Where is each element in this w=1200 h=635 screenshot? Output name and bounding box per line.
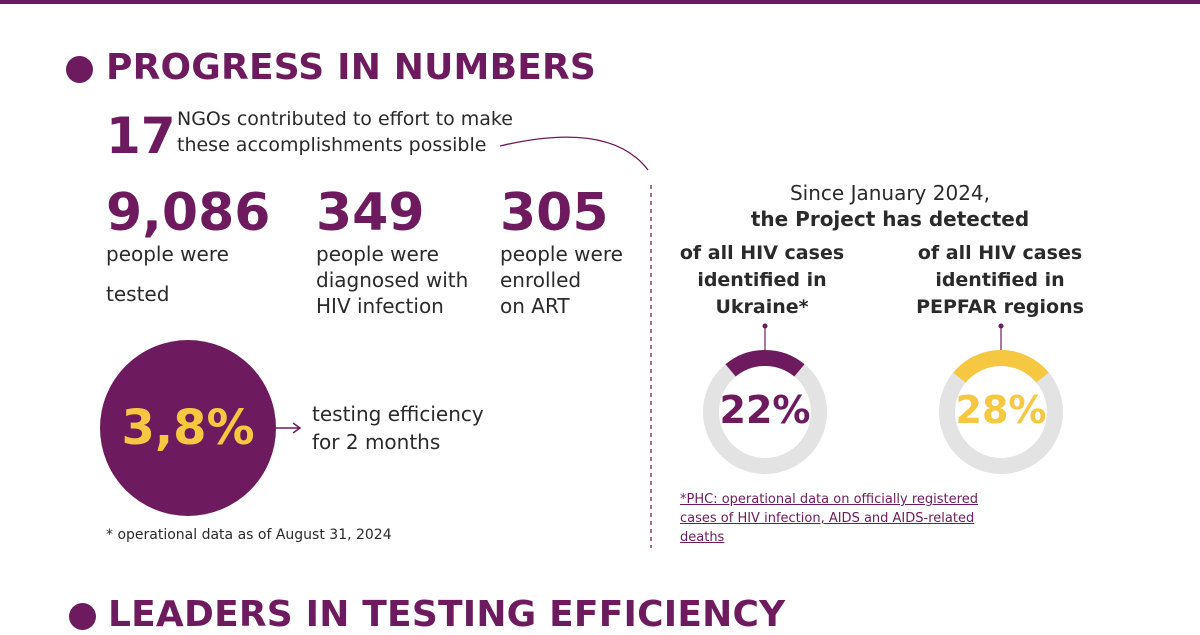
pepfar-label-line2: identified in [935, 269, 1065, 291]
efficiency-line1: testing efficiency [312, 402, 484, 426]
ukraine-label: of all HIV cases identified in Ukraine* [672, 240, 852, 321]
pepfar-donut-value: 28% [955, 388, 1047, 432]
phc-note-line3: deaths [680, 530, 725, 545]
phc-note-line1: *PHC: operational data on officially reg… [680, 492, 978, 507]
phc-note: *PHC: operational data on officially reg… [680, 490, 978, 547]
stat-enrolled-line3: on ART [500, 294, 570, 318]
section-heading-leaders: LEADERS IN TESTING EFFICIENCY [108, 594, 786, 635]
efficiency-line2: for 2 months [312, 430, 441, 454]
top-border [0, 0, 1200, 4]
ukraine-label-line1: of all HIV cases [679, 242, 845, 264]
since-line2: the Project has detected [750, 207, 1030, 231]
ukraine-pointer-dot [762, 323, 768, 329]
operational-footnote: * operational data as of August 31, 2024 [106, 527, 392, 543]
ngo-text-line2: these accomplishments possible [177, 134, 487, 156]
pepfar-label-line3: PEPFAR regions [916, 296, 1084, 318]
stat-diagnosed-line2: diagnosed with [316, 268, 469, 292]
stat-enrolled-line1: people were [500, 242, 623, 266]
ngo-count: 17 [106, 107, 176, 165]
pepfar-label-line1: of all HIV cases [917, 242, 1083, 264]
ukraine-label-line2: identified in [697, 269, 827, 291]
section-heading-progress: PROGRESS IN NUMBERS [106, 47, 597, 88]
stat-tested-number: 9,086 [106, 183, 271, 243]
efficiency-arrow [276, 422, 302, 434]
stat-tested-line2: tested [106, 282, 170, 306]
ukraine-label-line3: Ukraine* [715, 296, 809, 318]
ukraine-donut-arc [725, 350, 805, 377]
stat-diagnosed-line1: people were [316, 242, 439, 266]
stat-diagnosed: 349 people were diagnosed with HIV infec… [316, 187, 468, 319]
stat-diagnosed-line3: HIV infection [316, 294, 444, 318]
section-bullet-icon [69, 603, 96, 630]
since-line1: Since January 2024, [789, 181, 991, 205]
connector-curve-path [499, 136, 649, 171]
since-text: Since January 2024, the Project has dete… [700, 180, 1080, 232]
stat-tested: 9,086 people were tested [106, 187, 270, 307]
phc-note-line2: cases of HIV infection, AIDS and AIDS-re… [680, 511, 975, 526]
pepfar-pointer-dot [998, 323, 1004, 329]
efficiency-circle: 3,8% [100, 340, 276, 516]
ukraine-donut-value: 22% [719, 388, 811, 432]
stat-tested-line1: people were [106, 242, 229, 266]
stat-enrolled-number: 305 [500, 183, 609, 243]
pepfar-label: of all HIV cases identified in PEPFAR re… [900, 240, 1100, 321]
stat-diagnosed-number: 349 [316, 183, 425, 243]
stat-enrolled-line2: enrolled [500, 268, 582, 292]
ngo-text-line1: NGOs contributed to effort to make [177, 108, 513, 130]
pepfar-donut-arc [953, 350, 1049, 383]
efficiency-text: testing efficiency for 2 months [312, 400, 484, 456]
stat-enrolled: 305 people were enrolled on ART [500, 187, 623, 319]
section-bullet-icon [66, 56, 93, 83]
ngo-text: NGOs contributed to effort to make these… [177, 106, 513, 158]
efficiency-value: 3,8% [121, 400, 255, 456]
